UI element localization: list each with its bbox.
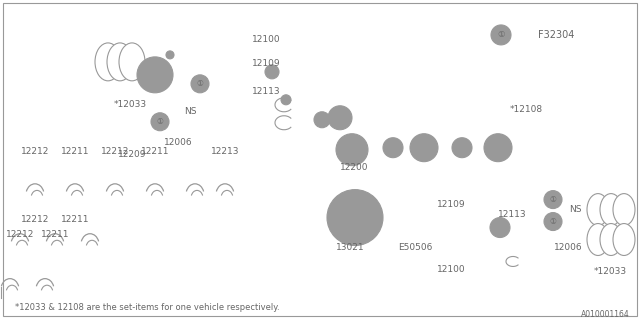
Circle shape bbox=[337, 200, 373, 236]
Text: F32304: F32304 bbox=[538, 30, 574, 40]
Bar bbox=[418, 195, 484, 284]
Text: 13021: 13021 bbox=[336, 243, 364, 252]
Circle shape bbox=[335, 113, 345, 123]
Text: 12213: 12213 bbox=[211, 147, 239, 156]
Text: NS: NS bbox=[569, 205, 581, 214]
Text: ①: ① bbox=[550, 217, 556, 226]
Text: 12212: 12212 bbox=[101, 147, 129, 156]
Text: 12113: 12113 bbox=[498, 210, 527, 219]
Circle shape bbox=[490, 218, 510, 237]
Circle shape bbox=[328, 106, 352, 130]
Text: E50506: E50506 bbox=[398, 243, 432, 252]
Text: *12033 & 12108 are the set-items for one vehicle respectively.: *12033 & 12108 are the set-items for one… bbox=[15, 303, 280, 312]
Circle shape bbox=[544, 191, 562, 209]
Circle shape bbox=[417, 141, 431, 155]
Circle shape bbox=[410, 134, 438, 162]
Circle shape bbox=[491, 25, 511, 45]
Text: 12006: 12006 bbox=[164, 138, 192, 147]
Circle shape bbox=[166, 51, 174, 59]
Ellipse shape bbox=[600, 194, 622, 226]
Ellipse shape bbox=[107, 43, 133, 81]
Text: 12100: 12100 bbox=[436, 265, 465, 274]
Ellipse shape bbox=[613, 194, 635, 226]
Circle shape bbox=[327, 190, 383, 245]
Circle shape bbox=[491, 141, 505, 155]
Bar bbox=[488, 22, 598, 48]
Circle shape bbox=[495, 222, 505, 233]
Circle shape bbox=[336, 134, 368, 166]
Circle shape bbox=[452, 138, 472, 158]
Text: A010001164: A010001164 bbox=[581, 310, 630, 319]
Text: 12100: 12100 bbox=[252, 36, 280, 44]
Circle shape bbox=[383, 138, 403, 158]
Text: 12109: 12109 bbox=[436, 200, 465, 209]
Text: 12211: 12211 bbox=[61, 147, 89, 156]
Circle shape bbox=[344, 142, 360, 158]
Text: 12209: 12209 bbox=[118, 150, 147, 159]
Text: 12211: 12211 bbox=[61, 215, 89, 224]
Text: 12212: 12212 bbox=[21, 147, 49, 156]
Circle shape bbox=[281, 95, 291, 105]
Ellipse shape bbox=[613, 224, 635, 255]
Circle shape bbox=[151, 113, 169, 131]
Circle shape bbox=[544, 212, 562, 230]
Text: ①: ① bbox=[550, 195, 556, 204]
Text: *12108: *12108 bbox=[510, 105, 543, 114]
Circle shape bbox=[345, 208, 365, 228]
Bar bbox=[148, 84, 208, 136]
Text: NS: NS bbox=[184, 107, 196, 116]
Text: ①: ① bbox=[157, 117, 163, 126]
Text: 12212: 12212 bbox=[6, 230, 34, 239]
Circle shape bbox=[137, 57, 173, 93]
Text: 12109: 12109 bbox=[252, 60, 280, 68]
Circle shape bbox=[314, 112, 330, 128]
Bar bbox=[228, 28, 304, 146]
Text: ①: ① bbox=[196, 79, 204, 88]
Text: 12113: 12113 bbox=[252, 87, 280, 96]
Text: *12033: *12033 bbox=[113, 100, 147, 109]
Text: ①: ① bbox=[497, 30, 505, 39]
Ellipse shape bbox=[95, 43, 121, 81]
Bar bbox=[540, 185, 596, 239]
Text: 12211: 12211 bbox=[141, 147, 169, 156]
Circle shape bbox=[269, 69, 275, 75]
Text: 12212: 12212 bbox=[21, 215, 49, 224]
Circle shape bbox=[191, 75, 209, 93]
Circle shape bbox=[484, 134, 512, 162]
Ellipse shape bbox=[587, 194, 609, 226]
Text: 12211: 12211 bbox=[41, 230, 69, 239]
Circle shape bbox=[145, 65, 165, 85]
Circle shape bbox=[265, 65, 279, 79]
Text: *12033: *12033 bbox=[593, 267, 627, 276]
Ellipse shape bbox=[587, 224, 609, 255]
Ellipse shape bbox=[600, 224, 622, 255]
Text: 12200: 12200 bbox=[340, 163, 369, 172]
Ellipse shape bbox=[119, 43, 145, 81]
Text: 12006: 12006 bbox=[554, 243, 582, 252]
